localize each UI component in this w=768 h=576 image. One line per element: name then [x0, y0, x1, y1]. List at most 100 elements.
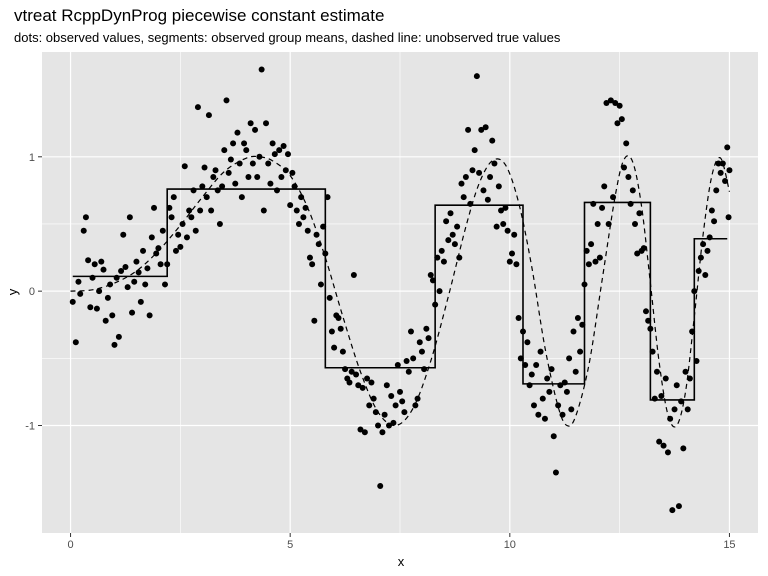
data-point: [535, 411, 542, 418]
data-point: [375, 422, 382, 429]
data-point: [519, 328, 526, 335]
data-point: [188, 214, 195, 221]
data-point: [120, 231, 127, 238]
data-point: [131, 278, 138, 285]
data-point: [506, 258, 513, 265]
data-point: [175, 231, 182, 238]
data-point: [172, 247, 179, 254]
data-point: [708, 207, 715, 214]
data-point: [522, 362, 529, 369]
data-point: [454, 223, 461, 230]
data-point: [469, 167, 476, 174]
observed-points: [69, 66, 733, 514]
data-point: [179, 220, 186, 227]
data-point: [640, 245, 647, 252]
data-point: [258, 66, 265, 73]
data-point: [194, 104, 201, 111]
data-point: [155, 245, 162, 252]
data-point: [504, 227, 511, 234]
data-point: [223, 97, 230, 104]
data-point: [157, 261, 164, 268]
data-point: [388, 392, 395, 399]
y-axis-title: y: [5, 288, 20, 295]
data-point: [680, 445, 687, 452]
data-point: [717, 169, 724, 176]
data-point: [144, 265, 151, 272]
data-point: [511, 231, 518, 238]
data-point: [590, 200, 597, 207]
data-point: [434, 254, 441, 261]
data-point: [601, 183, 608, 190]
data-point: [69, 298, 76, 305]
data-point: [324, 194, 331, 201]
data-point: [467, 200, 474, 207]
data-point: [210, 173, 217, 180]
data-point: [249, 160, 256, 167]
data-point: [530, 402, 537, 409]
data-point: [271, 151, 278, 158]
data-point: [241, 140, 248, 147]
data-point: [405, 368, 412, 375]
data-point: [124, 284, 131, 291]
data-point: [421, 366, 428, 373]
data-point: [632, 220, 639, 227]
data-point: [216, 220, 223, 227]
data-point: [263, 120, 270, 127]
data-point: [487, 173, 494, 180]
data-point: [208, 207, 215, 214]
data-point: [610, 194, 617, 201]
data-point: [364, 375, 371, 382]
data-point: [594, 220, 601, 227]
data-point: [572, 368, 579, 375]
data-point: [322, 250, 329, 257]
data-point: [568, 406, 575, 413]
data-point: [203, 194, 210, 201]
data-point: [234, 129, 241, 136]
data-point: [649, 348, 656, 355]
data-point: [579, 321, 586, 328]
data-point: [596, 254, 603, 261]
data-point: [445, 237, 452, 244]
group-mean-step: [72, 188, 728, 401]
data-point: [671, 406, 678, 413]
data-point: [232, 180, 239, 187]
data-point: [317, 281, 324, 288]
data-point: [653, 368, 660, 375]
data-point: [350, 272, 357, 279]
data-point: [381, 411, 388, 418]
data-point: [711, 218, 718, 225]
data-point: [300, 214, 307, 221]
data-point: [537, 348, 544, 355]
data-point: [570, 328, 577, 335]
data-point: [484, 196, 491, 203]
data-point: [280, 143, 287, 150]
data-point: [517, 355, 524, 362]
data-point: [201, 164, 208, 171]
data-point: [495, 183, 502, 190]
data-point: [311, 317, 318, 324]
data-point: [295, 220, 302, 227]
data-point: [227, 156, 234, 163]
data-point: [339, 348, 346, 355]
data-point: [386, 422, 393, 429]
data-point: [715, 160, 722, 167]
data-point: [559, 411, 566, 418]
x-tick-label: 0: [67, 539, 73, 551]
data-point: [126, 214, 133, 221]
data-point: [605, 220, 612, 227]
data-point: [407, 328, 414, 335]
data-point: [438, 247, 445, 254]
data-point: [168, 214, 175, 221]
data-point: [82, 214, 89, 221]
data-point: [164, 261, 171, 268]
data-point: [691, 288, 698, 295]
data-point: [418, 348, 425, 355]
grid-minor: [42, 52, 758, 533]
data-point: [302, 204, 309, 211]
data-point: [412, 402, 419, 409]
data-point: [392, 402, 399, 409]
data-point: [122, 263, 129, 270]
data-point: [658, 392, 665, 399]
chart-subtitle: dots: observed values, segments: observe…: [14, 30, 561, 45]
data-point: [566, 355, 573, 362]
